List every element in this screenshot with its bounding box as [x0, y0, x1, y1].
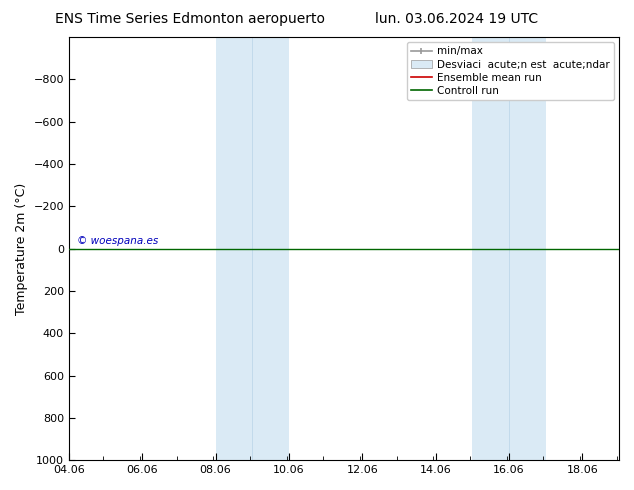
Text: ENS Time Series Edmonton aeropuerto: ENS Time Series Edmonton aeropuerto [55, 12, 325, 26]
Text: © woespana.es: © woespana.es [77, 237, 158, 246]
Bar [216, 37, 289, 460]
Text: lun. 03.06.2024 19 UTC: lun. 03.06.2024 19 UTC [375, 12, 538, 26]
Bar [472, 37, 546, 460]
Legend: min/max, Desviaci  acute;n est  acute;ndar, Ensemble mean run, Controll run: min/max, Desviaci acute;n est acute;ndar… [406, 42, 614, 100]
Y-axis label: Temperature 2m (°C): Temperature 2m (°C) [15, 182, 28, 315]
